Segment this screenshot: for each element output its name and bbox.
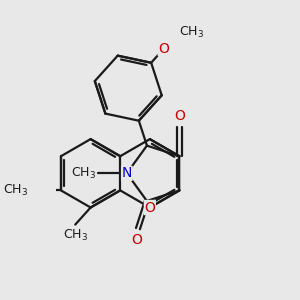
Text: O: O — [158, 42, 169, 56]
Text: CH$_3$: CH$_3$ — [71, 166, 96, 181]
Text: CH$_3$: CH$_3$ — [63, 228, 88, 243]
Text: O: O — [131, 232, 142, 247]
Text: N: N — [122, 166, 132, 180]
Text: CH$_3$: CH$_3$ — [178, 25, 204, 40]
Text: O: O — [144, 200, 155, 214]
Text: CH$_3$: CH$_3$ — [3, 183, 29, 198]
Text: O: O — [174, 109, 185, 123]
